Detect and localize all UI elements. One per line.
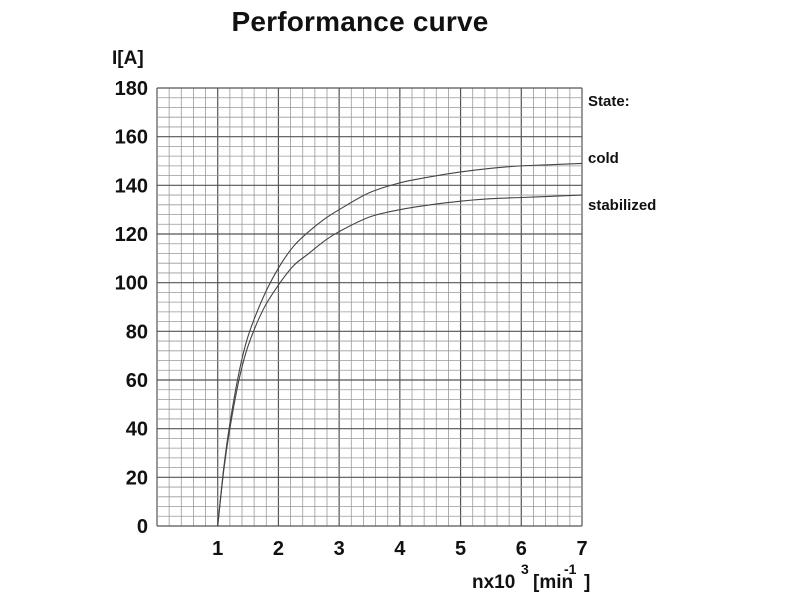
x-tick-label: 5	[455, 538, 466, 560]
x-tick-label: 7	[576, 538, 587, 560]
y-tick-label: 120	[115, 224, 148, 246]
y-tick-label: 40	[126, 419, 148, 441]
x-tick-label: 1	[212, 538, 223, 560]
x-axis-label-unit: [min	[533, 572, 573, 593]
x-axis-label-close: ]	[584, 572, 590, 593]
y-tick-label: 20	[126, 467, 148, 489]
legend-label-cold: cold	[588, 150, 619, 167]
chart-title: Performance curve	[231, 6, 489, 37]
x-axis-label-exponent: 3	[521, 561, 529, 577]
series-line-cold	[217, 162, 583, 527]
series-layer	[217, 162, 583, 527]
y-tick-label: 160	[115, 127, 148, 149]
x-tick-labels: 1 2 3 4 5 6 7	[212, 538, 587, 560]
legend-title: State:	[588, 93, 630, 110]
x-tick-label: 2	[273, 538, 284, 560]
x-axis-label-base: nx10	[472, 572, 515, 593]
y-tick-label: 60	[126, 370, 148, 392]
y-tick-labels: 0 20 40 60 80 100 120 140 160 180	[115, 78, 148, 538]
y-tick-label: 80	[126, 321, 148, 343]
x-tick-label: 3	[334, 538, 345, 560]
y-tick-label: 100	[115, 273, 148, 295]
series-line-stabilized	[217, 194, 583, 527]
x-axis-label-unit-exponent: -1	[564, 561, 577, 577]
grid-lines	[156, 87, 583, 527]
y-tick-label: 0	[137, 516, 148, 538]
y-axis-label: I[A]	[112, 48, 144, 69]
legend-label-stabilized: stabilized	[588, 197, 656, 214]
y-tick-label: 140	[115, 175, 148, 197]
x-tick-label: 6	[516, 538, 527, 560]
x-tick-label: 4	[394, 538, 406, 560]
y-tick-label: 180	[115, 78, 148, 100]
